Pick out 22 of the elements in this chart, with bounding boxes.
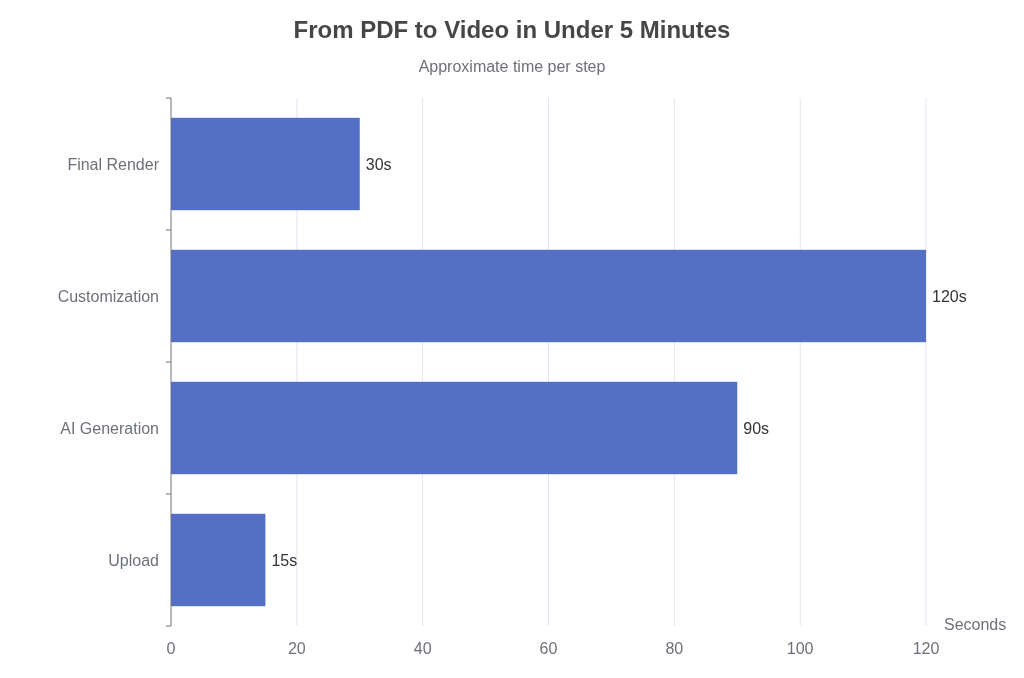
x-tick-label: 20 (287, 640, 306, 657)
x-tick-label: 40 (413, 640, 432, 657)
x-tick-label: 100 (786, 640, 814, 657)
bar (171, 381, 738, 475)
y-tick-label: Final Render (67, 155, 160, 173)
x-tick-label: 80 (665, 640, 684, 657)
x-axis-title: Seconds (944, 616, 1007, 633)
bar (171, 117, 360, 211)
data-label: 30s (365, 155, 392, 173)
data-label: 120s (932, 287, 967, 305)
chart-subtitle: Approximate time per step (418, 58, 606, 75)
y-tick-label: Customization (57, 287, 159, 305)
bar (171, 249, 926, 343)
data-label: 90s (743, 419, 770, 437)
x-tick-label: 0 (166, 640, 176, 657)
x-tick-label: 120 (912, 640, 940, 657)
x-tick-label: 60 (539, 640, 558, 657)
y-tick-label: AI Generation (60, 419, 159, 437)
y-tick-label: Upload (108, 551, 159, 569)
chart-title: From PDF to Video in Under 5 Minutes (293, 16, 731, 43)
data-label: 15s (271, 551, 298, 569)
bar (171, 513, 266, 607)
